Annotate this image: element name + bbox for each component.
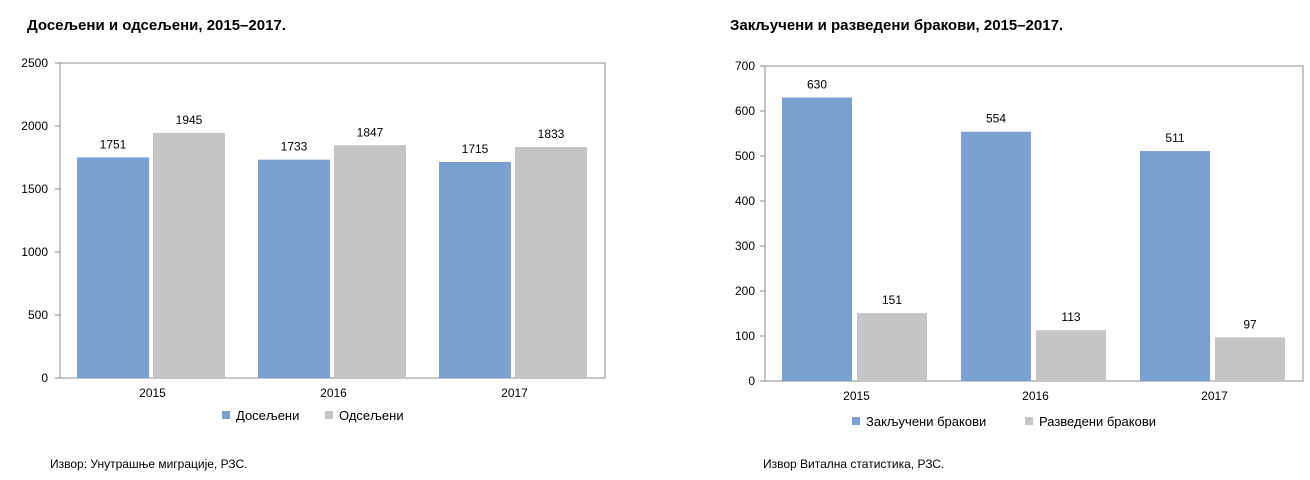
marriages-chart: Закључени и разведени бракови, 2015–2017… — [700, 0, 1310, 480]
y-tick-label: 1000 — [21, 245, 48, 259]
bar — [1140, 151, 1210, 381]
legend-label: Досељени — [236, 408, 299, 423]
x-tick-label: 2016 — [1022, 389, 1049, 403]
data-label: 511 — [1165, 131, 1184, 145]
bar — [1036, 330, 1106, 381]
bar — [153, 132, 225, 378]
legend-swatch — [1025, 417, 1033, 425]
plot-frame — [59, 62, 606, 379]
y-tick-label: 0 — [41, 371, 48, 385]
y-tick-label: 2500 — [21, 56, 48, 70]
data-label: 1833 — [538, 127, 565, 141]
source-note: Извор: Унутрашње миграције, РЗС. — [50, 457, 248, 471]
chart-title: Досељени и одсељени, 2015–2017. — [27, 17, 286, 34]
legend-swatch — [852, 417, 860, 425]
x-tick-label: 2015 — [139, 386, 166, 400]
y-tick-label: 400 — [735, 194, 755, 208]
data-label: 1945 — [176, 113, 203, 127]
y-tick-label: 100 — [735, 329, 755, 343]
migration-chart: Досељени и одсељени, 2015–2017. 0 500 1000… — [0, 0, 640, 480]
y-tick-label: 500 — [28, 308, 48, 322]
data-label: 97 — [1243, 317, 1257, 331]
y-tick-label: 200 — [735, 284, 755, 298]
y-tick-label: 2000 — [21, 119, 48, 133]
y-tick-label: 600 — [735, 104, 755, 118]
migration-chart-svg: 0 500 1000 1500 2000 2500 1751 1945 2015 1733 1847… — [21, 56, 606, 423]
legend-label: Одсељени — [339, 408, 404, 423]
data-label: 630 — [807, 78, 827, 92]
x-tick-label: 2016 — [320, 386, 347, 400]
data-label: 151 — [882, 293, 902, 307]
bar — [515, 147, 587, 378]
bar — [258, 159, 330, 378]
plot-frame — [764, 65, 1304, 382]
bar — [77, 157, 149, 378]
x-tick-label: 2017 — [1201, 389, 1228, 403]
marriages-chart-svg: 0 100 200 300 400 500 600 700 630 151 2015 554 113 20… — [735, 59, 1304, 429]
x-tick-label: 2017 — [501, 386, 528, 400]
bar — [1215, 337, 1285, 381]
data-label: 554 — [986, 112, 1006, 126]
bar — [961, 131, 1031, 381]
y-tick-label: 0 — [748, 374, 755, 388]
data-label: 1715 — [462, 142, 489, 156]
data-label: 1847 — [357, 125, 384, 139]
legend-label: Закључени бракови — [866, 414, 986, 429]
bar — [334, 145, 406, 378]
data-label: 1733 — [281, 140, 308, 154]
bar — [782, 97, 852, 381]
y-tick-label: 700 — [735, 59, 755, 73]
y-tick-label: 300 — [735, 239, 755, 253]
legend-label: Разведени бракови — [1039, 414, 1156, 429]
bar — [857, 313, 927, 381]
x-tick-label: 2015 — [843, 389, 870, 403]
bar — [439, 161, 511, 378]
data-label: 113 — [1061, 310, 1080, 324]
data-label: 1751 — [100, 137, 127, 151]
y-tick-label: 500 — [735, 149, 755, 163]
source-note: Извор Витална статистика, РЗС. — [763, 457, 945, 471]
chart-title: Закључени и разведени бракови, 2015–2017… — [730, 17, 1064, 34]
legend-swatch — [325, 411, 333, 419]
y-tick-label: 1500 — [21, 182, 48, 196]
legend-swatch — [222, 411, 230, 419]
